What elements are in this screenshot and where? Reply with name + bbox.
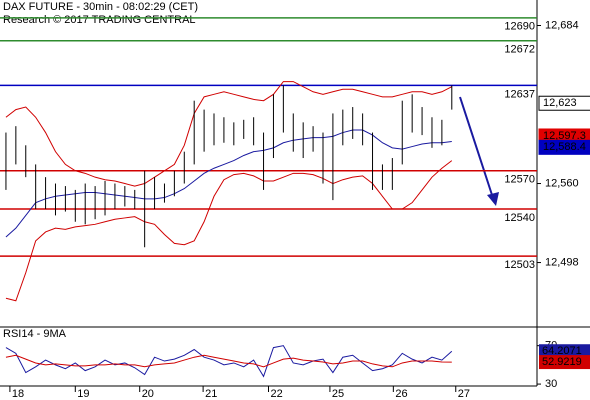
rsi-title: RSI14 - 9MA — [3, 328, 67, 340]
y-tick-label: 30 — [545, 378, 557, 390]
rsi-line — [5, 345, 453, 378]
y-tick-label: 12,498 — [545, 256, 579, 268]
moving-average — [5, 129, 452, 238]
level-label: 12570 — [504, 174, 535, 186]
rsi-marker-label: 52.9219 — [542, 356, 582, 368]
chart-subtitle: Research © 2017 TRADING CENTRAL — [3, 14, 196, 26]
level-label: 12637 — [504, 88, 535, 100]
forecast-arrow — [459, 96, 494, 199]
level-label: 12690 — [504, 21, 535, 33]
price-marker-label: 12,588.4 — [543, 141, 586, 153]
rsi-marker — [539, 344, 590, 359]
rsi-marker — [539, 355, 590, 370]
y-tick-label: 12,560 — [545, 177, 579, 189]
bollinger-band — [5, 160, 453, 302]
price-marker — [538, 139, 590, 155]
price-marker-label: 12,597.3 — [543, 130, 586, 142]
chart-title: DAX FUTURE - 30min - 08:02:29 (CET) — [3, 1, 198, 13]
price-marker-label: 12,623 — [543, 97, 577, 109]
x-tick-label: 26 — [395, 388, 407, 400]
x-tick-label: 25 — [332, 388, 344, 400]
level-label: 12540 — [504, 212, 535, 224]
x-tick-label: 19 — [77, 388, 89, 400]
x-tick-label: 21 — [205, 388, 217, 400]
y-tick-label: 12,684 — [545, 19, 579, 31]
bollinger-band — [5, 81, 453, 187]
forecast-arrowhead — [487, 192, 499, 206]
level-label: 12503 — [504, 259, 535, 271]
x-tick-label: 27 — [458, 388, 470, 400]
rsi-marker-label: 64.2071 — [542, 345, 582, 357]
price-marker — [538, 95, 590, 111]
x-tick-label: 20 — [142, 388, 154, 400]
x-tick-label: 18 — [12, 388, 24, 400]
x-tick-label: 22 — [271, 388, 283, 400]
rsi-line — [5, 354, 452, 368]
level-label: 12672 — [504, 44, 535, 56]
